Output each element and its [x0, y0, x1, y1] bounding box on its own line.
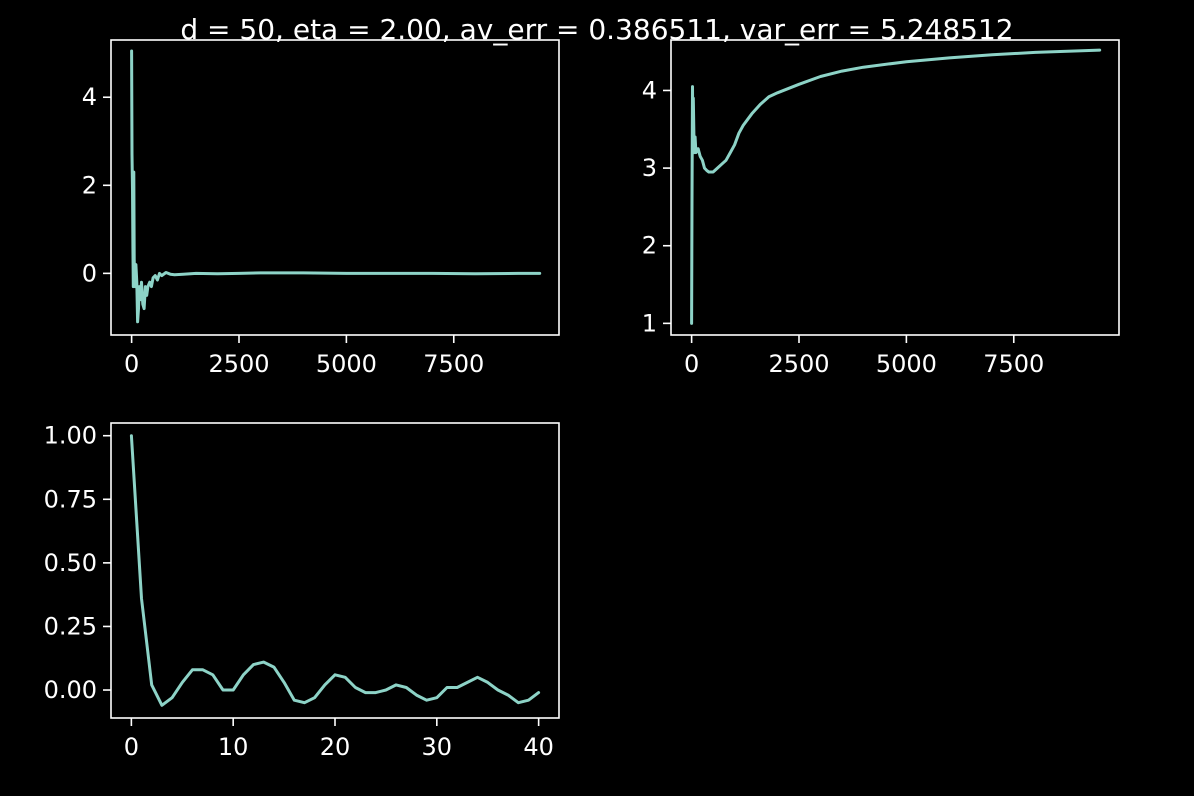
- subplot-bottom-left: 0 10 20 30 40 0.00 0.25 0.50 0.75 1.00: [44, 422, 560, 761]
- series-line-1: [129, 434, 541, 707]
- subplot-top-right: 0 2500 5000 7500 1 2 3 4: [642, 39, 1120, 378]
- axes-frame: [670, 39, 1120, 336]
- x-tick-label: 7500: [423, 350, 484, 378]
- y-tick-label: 0.50: [44, 549, 97, 577]
- x-tick-label: 0: [684, 350, 699, 378]
- x-tick-label: 0: [124, 350, 139, 378]
- y-tick-label: 4: [642, 76, 657, 104]
- y-tick-label: 0: [82, 259, 97, 287]
- x-tick-label: 30: [422, 733, 453, 761]
- x-tick-label: 5000: [316, 350, 377, 378]
- x-tick-label: 0: [124, 733, 139, 761]
- y-tick-label: 0.75: [44, 485, 97, 513]
- y-tick-label: 2: [642, 232, 657, 260]
- series-line-1: [690, 48, 1102, 325]
- x-tick-label: 2500: [208, 350, 269, 378]
- x-tick-label: 7500: [983, 350, 1044, 378]
- y-tick-label: 0.00: [44, 676, 97, 704]
- axes-frame: [110, 39, 560, 336]
- subplot-top-left: 0 2500 5000 7500 0 2 4: [82, 39, 560, 378]
- x-tick-label: 40: [523, 733, 554, 761]
- series-line-1: [130, 49, 542, 324]
- y-tick-label: 0.25: [44, 612, 97, 640]
- x-tick-label: 10: [218, 733, 249, 761]
- x-tick-label: 5000: [876, 350, 937, 378]
- y-tick-label: 4: [82, 83, 97, 111]
- y-tick-label: 2: [82, 171, 97, 199]
- y-tick-label: 1.00: [44, 422, 97, 450]
- x-tick-label: 2500: [768, 350, 829, 378]
- y-tick-label: 3: [642, 154, 657, 182]
- x-tick-label: 20: [320, 733, 351, 761]
- y-tick-label: 1: [642, 309, 657, 337]
